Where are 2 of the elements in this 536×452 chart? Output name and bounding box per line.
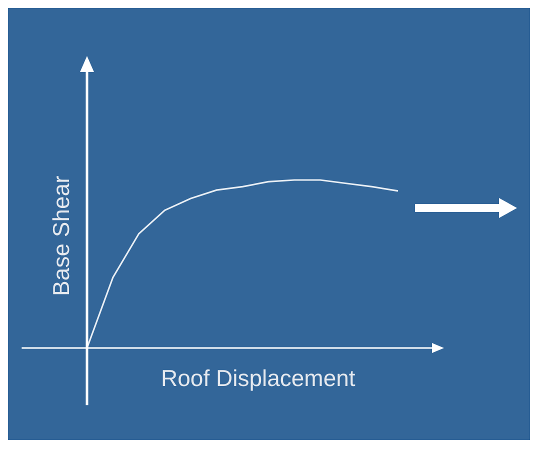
y-axis-title: Base Shear xyxy=(48,175,74,296)
x-axis-title: Roof Displacement xyxy=(161,365,356,391)
